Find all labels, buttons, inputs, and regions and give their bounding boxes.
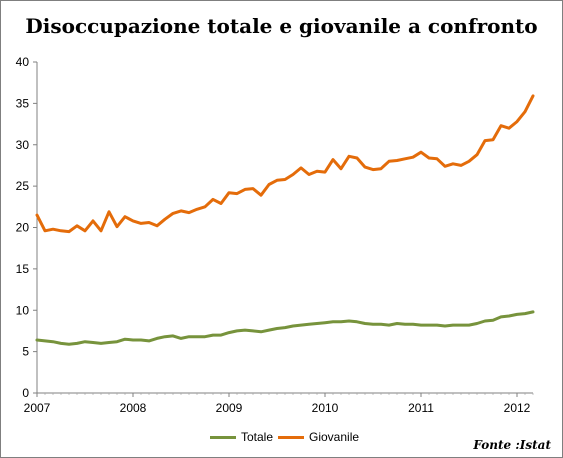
chart-title: Disoccupazione totale e giovanile a conf… (25, 14, 538, 38)
x-tick-label: 2012 (504, 401, 531, 415)
series-line-giovanile (35, 94, 535, 234)
y-tick-label: 30 (16, 138, 30, 152)
legend-item-totale: Totale (210, 430, 273, 444)
legend-label-totale: Totale (241, 430, 274, 444)
x-tick-label: 2011 (408, 401, 434, 415)
x-tick-label: 2010 (312, 401, 339, 415)
source-note: Fonte :Istat (473, 438, 551, 452)
x-tick-label: 2009 (216, 401, 243, 415)
y-tick-label: 10 (16, 303, 30, 317)
y-tick-label: 5 (22, 345, 29, 359)
legend-swatch-totale (210, 435, 236, 439)
legend-item-giovanile: Giovanile (278, 430, 359, 444)
series-line-totale (35, 310, 535, 346)
y-tick-label: 0 (22, 386, 29, 400)
y-tick-label: 20 (16, 221, 30, 235)
x-tick-label: 2007 (24, 401, 51, 415)
legend: Totale Giovanile (0, 430, 563, 446)
x-tick-label: 2008 (120, 401, 147, 415)
line-chart: 0 5 10 15 20 25 30 35 40 2007 2008 2009 2010 2011 2012 (16, 55, 535, 415)
y-tick-label: 35 (16, 96, 30, 110)
legend-label-giovanile: Giovanile (309, 430, 360, 444)
y-tick-label: 40 (16, 55, 30, 69)
legend-swatch-giovanile (278, 435, 304, 439)
y-tick-label: 25 (16, 179, 30, 193)
plot-area (37, 62, 533, 393)
y-tick-label: 15 (16, 262, 30, 276)
